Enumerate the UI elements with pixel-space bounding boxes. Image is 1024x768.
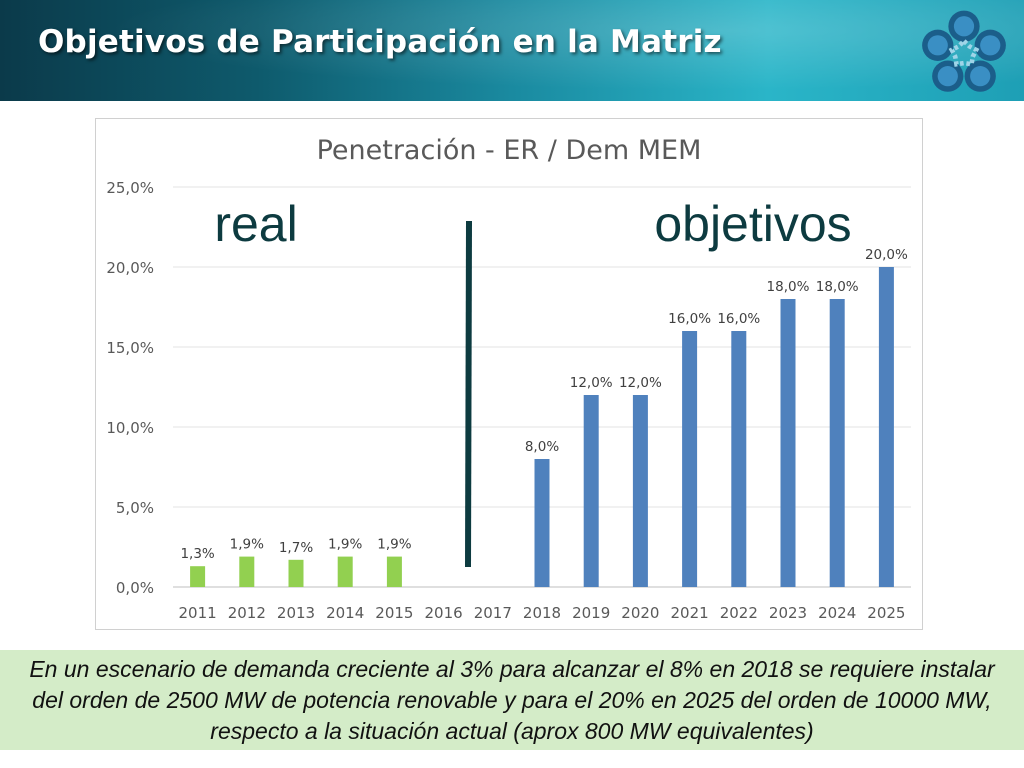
data-label-2019: 12,0% (570, 375, 613, 391)
x-tick-label-2023: 2023 (769, 604, 807, 622)
data-label-2025: 20,0% (865, 247, 908, 263)
bar-2022 (731, 331, 747, 587)
bar-2025 (878, 267, 894, 587)
data-label-2021: 16,0% (668, 311, 711, 327)
x-tick-label-2018: 2018 (523, 604, 561, 622)
bar-chart: Penetración - ER / Dem MEM 0,0% 5,0% 10,0%… (106, 135, 911, 622)
y-tick-label: 20,0% (106, 259, 154, 277)
annotation-real: real (214, 196, 297, 252)
bar-2021 (682, 331, 698, 587)
x-tick-label-2012: 2012 (228, 604, 266, 622)
bar-2015 (386, 556, 402, 587)
annotation-objetivos: objetivos (654, 196, 851, 252)
bar-2023 (780, 299, 796, 587)
y-tick-label: 10,0% (106, 419, 154, 437)
y-tick-label: 25,0% (106, 179, 154, 197)
star-flower-logo-icon (922, 10, 1006, 92)
data-label-2023: 18,0% (767, 279, 810, 295)
x-tick-label-2022: 2022 (720, 604, 758, 622)
logo-petal-inner (953, 16, 975, 37)
bar-2020 (632, 395, 648, 587)
bar-2014 (337, 556, 353, 587)
y-tick-label: 0,0% (116, 579, 154, 597)
x-tick-label-2020: 2020 (621, 604, 659, 622)
x-tick-label-2016: 2016 (425, 604, 463, 622)
note-text: En un escenario de demanda creciente al … (29, 655, 995, 744)
note-box: En un escenario de demanda creciente al … (0, 650, 1024, 750)
bar-2013 (288, 559, 304, 587)
logo-petal-inner (927, 35, 948, 56)
bar-2011 (190, 566, 206, 587)
x-tick-label-2011: 2011 (179, 604, 217, 622)
data-label-2013: 1,7% (279, 540, 313, 556)
data-label-2014: 1,9% (328, 537, 362, 553)
slide-title: Objetivos de Participación en la Matriz (38, 24, 722, 60)
chart-panel: Penetración - ER / Dem MEM 0,0% 5,0% 10,0%… (95, 118, 923, 630)
data-label-2015: 1,9% (377, 537, 411, 553)
y-tick-label: 15,0% (106, 339, 154, 357)
bar-2012 (239, 556, 255, 587)
bar-2024 (829, 299, 845, 587)
y-tick-label: 5,0% (116, 499, 154, 517)
bar-2019 (583, 395, 599, 587)
x-tick-label-2019: 2019 (572, 604, 610, 622)
data-label-2018: 8,0% (525, 439, 559, 455)
logo-petal-inner (980, 35, 1001, 56)
data-label-2024: 18,0% (816, 279, 859, 295)
x-tick-label-2017: 2017 (474, 604, 512, 622)
chart-title: Penetración - ER / Dem MEM (317, 135, 702, 166)
x-tick-label-2013: 2013 (277, 604, 315, 622)
header-banner: Objetivos de Participación en la Matriz (0, 0, 1024, 101)
x-tick-label-2021: 2021 (671, 604, 709, 622)
x-tick-label-2015: 2015 (375, 604, 413, 622)
logo-petal-inner (970, 66, 991, 87)
data-label-2022: 16,0% (717, 311, 760, 327)
x-tick-label-2024: 2024 (818, 604, 856, 622)
x-tick-label-2014: 2014 (326, 604, 364, 622)
bar-2018 (534, 459, 550, 587)
data-label-2020: 12,0% (619, 375, 662, 391)
period-divider-line (465, 220, 472, 568)
x-tick-label-2025: 2025 (867, 604, 905, 622)
data-label-2012: 1,9% (230, 537, 264, 553)
data-label-2011: 1,3% (180, 546, 214, 562)
logo-petal-inner (937, 66, 958, 87)
